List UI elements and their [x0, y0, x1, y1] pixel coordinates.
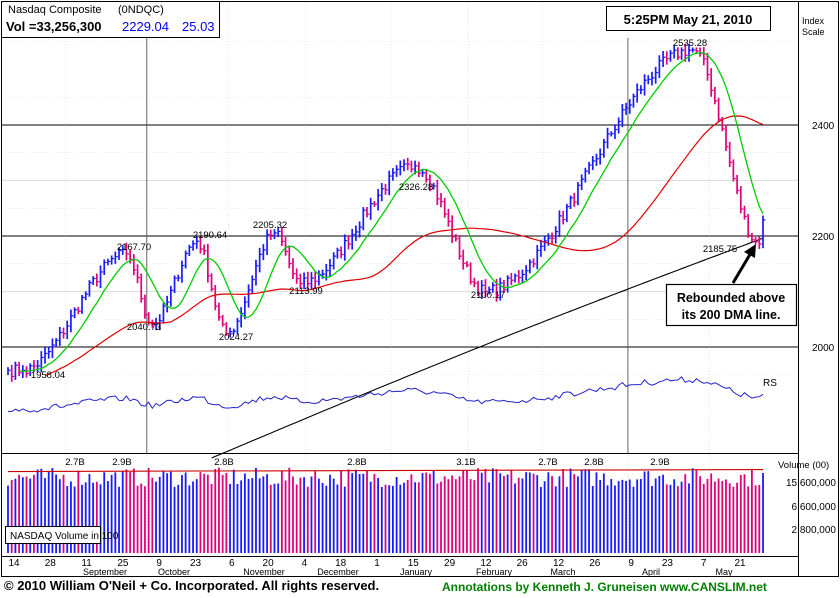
svg-text:2,800,000: 2,800,000: [792, 525, 837, 536]
ma50-green-line: [19, 52, 764, 373]
x-day-label: 1: [374, 558, 380, 569]
grid-lines: 2000 2200 2400 15,600,000 6,600,000 2,800,000: [2, 2, 836, 556]
svg-text:15,600,000: 15,600,000: [786, 478, 836, 489]
index-name: Nasdaq Composite: [8, 4, 102, 16]
svg-text:2200: 2200: [812, 232, 835, 243]
volume-readout: Vol =33,256,300: [6, 19, 102, 34]
callout-line-2: its 200 DMA line.: [682, 308, 781, 322]
price-annotation: 1958.04: [31, 370, 65, 381]
header-box: [1, 1, 220, 38]
x-month-label: April: [642, 567, 660, 577]
volume-annotation: 3.1B: [456, 457, 476, 468]
x-month-label: November: [243, 567, 285, 577]
svg-text:2400: 2400: [812, 121, 835, 132]
x-month-label: May: [715, 567, 733, 577]
x-month-label: February: [476, 567, 513, 577]
x-day-label: 11: [81, 558, 92, 569]
price-annotation: 2185.75: [703, 244, 737, 255]
x-day-label: 25: [117, 558, 129, 569]
x-day-label: 14: [8, 558, 20, 569]
price-readout: 2229.04: [122, 19, 169, 34]
x-day-label: 9: [156, 558, 162, 569]
callout-line-1: Rebounded above: [677, 291, 785, 305]
x-day-label: 21: [734, 558, 746, 569]
x-month-label: September: [83, 567, 127, 577]
price-annotation: 2100.17: [471, 290, 505, 301]
annotation-credit: Annotations by Kenneth J. Gruneisen www.…: [442, 580, 767, 594]
price-bars: [7, 43, 766, 382]
x-day-label: 23: [662, 558, 674, 569]
callout-box: [665, 283, 798, 327]
price-annotation: 2113.99: [289, 286, 323, 297]
index-scale-label-2: Scale: [802, 27, 825, 37]
copyright: © 2010 William O'Neil + Co. Incorporated…: [4, 578, 380, 593]
x-day-label: 15: [408, 558, 420, 569]
rs-line: [7, 376, 764, 413]
price-annotation: 2205.32: [253, 220, 287, 231]
svg-text:6,600,000: 6,600,000: [792, 502, 837, 513]
x-day-label: 20: [263, 558, 275, 569]
volume-annotation: 2.8B: [347, 457, 367, 468]
x-day-label: 26: [589, 558, 601, 569]
callout-arrowhead: [744, 244, 756, 258]
price-panel: [1, 1, 799, 454]
index-scale-label-1: Index: [802, 16, 825, 26]
volume-annotation: 2.7B: [65, 457, 85, 468]
right-scale-panel: [798, 1, 839, 577]
volume-annotation: 2.7B: [538, 457, 558, 468]
timestamp: 5:25PM May 21, 2010: [624, 12, 753, 27]
volume-annotation: 2.8B: [584, 457, 604, 468]
volume-avg: [7, 469, 764, 473]
price-annotation: 2535.28: [673, 38, 707, 49]
x-day-label: 12: [553, 558, 565, 569]
price-annotation: 2024.27: [219, 332, 253, 343]
price-annotation: 2167.70: [117, 242, 151, 253]
x-month-label: January: [400, 567, 433, 577]
volume-annotation: 2.9B: [650, 457, 670, 468]
svg-text:2000: 2000: [812, 343, 835, 354]
callout-arrow: [731, 250, 754, 284]
volume-label: NASDAQ Volume in 100: [10, 531, 119, 542]
x-day-label: 29: [444, 558, 456, 569]
price-annotation: 2040.73: [127, 322, 161, 333]
index-symbol: (0NDQC): [118, 4, 164, 16]
timestamp-box: [606, 6, 771, 31]
price-annotation: 2190.64: [193, 230, 227, 241]
x-day-label: 26: [517, 558, 529, 569]
x-month-label: March: [550, 567, 575, 577]
volume-label-box: [5, 526, 101, 544]
volume-annotation: 2.9B: [112, 457, 132, 468]
chart-labels: 1958.04 2167.70 2040.73 2190.64 2024.27 2205.…: [8, 38, 746, 577]
x-day-label: 4: [302, 558, 308, 569]
x-day-label: 9: [628, 558, 634, 569]
ma200-black-line: [211, 237, 764, 459]
volume-axis-title: Volume (00): [778, 460, 829, 471]
x-month-label: October: [158, 567, 190, 577]
x-month-label: December: [317, 567, 359, 577]
volume-average-line: [7, 469, 764, 473]
x-day-label: 28: [45, 558, 57, 569]
rs-label: RS: [763, 378, 777, 389]
ma200-red-line: [44, 115, 764, 376]
ma200-red: [44, 115, 764, 376]
x-day-label: 18: [335, 558, 347, 569]
volume-annotation: 2.8B: [214, 457, 234, 468]
ma50-line: [19, 52, 764, 373]
rs-polyline: [7, 376, 764, 413]
volume-bars: [7, 467, 764, 553]
change-readout: 25.03: [182, 19, 215, 34]
x-day-label: 7: [701, 558, 707, 569]
x-day-label: 6: [229, 558, 235, 569]
ma200-black: [211, 237, 764, 459]
price-annotation: 2326.28: [399, 182, 433, 193]
x-day-label: 12: [480, 558, 492, 569]
x-day-label: 23: [190, 558, 202, 569]
